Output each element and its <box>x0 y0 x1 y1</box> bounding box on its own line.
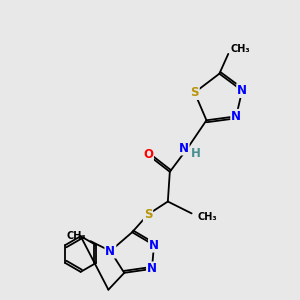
Text: CH₃: CH₃ <box>67 231 87 241</box>
Text: N: N <box>105 244 116 258</box>
Text: N: N <box>147 262 157 275</box>
Text: H: H <box>190 148 200 160</box>
Text: S: S <box>144 208 152 221</box>
Text: S: S <box>190 86 199 99</box>
Text: CH₃: CH₃ <box>198 212 217 222</box>
Text: O: O <box>143 148 153 161</box>
Text: N: N <box>231 110 241 123</box>
Text: N: N <box>179 142 189 154</box>
Text: CH₃: CH₃ <box>230 44 250 54</box>
Text: N: N <box>149 238 159 252</box>
Text: N: N <box>237 84 247 97</box>
